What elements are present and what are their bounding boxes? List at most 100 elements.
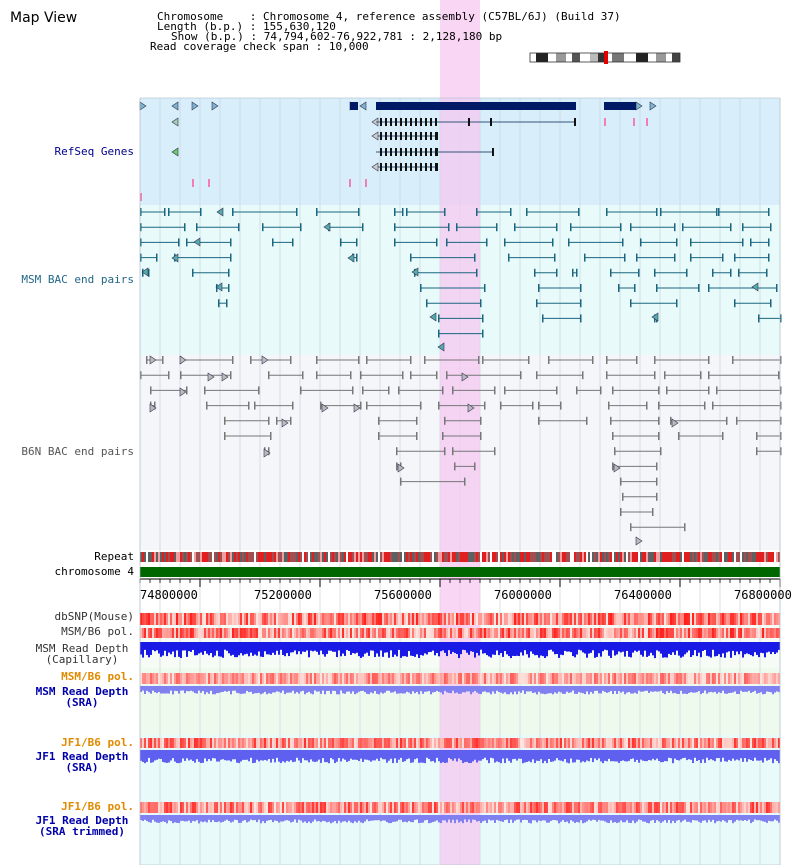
msm-b6-pol-cell — [392, 628, 394, 638]
jf1-b6-pol-cell — [188, 738, 190, 748]
track-label-refseq[interactable]: RefSeq Genes — [54, 145, 134, 158]
jf1-depth-trim-bar — [692, 815, 694, 820]
jf1-b6-pol-trim-cell — [358, 802, 360, 813]
jf1-b6-pol-cell — [258, 738, 260, 748]
jf1-depth-trim-bar — [562, 815, 564, 821]
msm-depth-capillary-bar — [504, 642, 506, 652]
msm-b6-pol-cell — [238, 628, 240, 638]
msm-depth-sra-bar — [716, 686, 718, 694]
b6n-bac-pair-end — [684, 523, 686, 532]
jf1-b6-pol-cell — [408, 738, 410, 748]
track-label-jf1-depth-sra[interactable]: JF1 Read Depth (SRA) — [24, 751, 140, 773]
msm-depth-sra-bar — [438, 686, 440, 692]
jf1-depth-trim-bar — [662, 815, 664, 822]
msm-depth-capillary-bar — [436, 642, 438, 654]
gene-exon — [425, 148, 427, 156]
track-label-jf1-depth-trim[interactable]: JF1 Read Depth (SRA trimmed) — [24, 815, 140, 837]
b6n-bac-pair-end — [484, 401, 486, 410]
gene-strand-arrow — [261, 355, 269, 365]
track-label-msm-bac[interactable]: MSM BAC end pairs — [21, 273, 134, 286]
track-label-jf1-b6-pol-trim[interactable]: JF1/B6 pol. — [61, 800, 134, 813]
msm-depth-capillary-bar — [474, 642, 476, 658]
jf1-depth-trim-bar — [384, 815, 386, 821]
b6n-bac-pair-end — [452, 447, 454, 456]
msm-bac-pair-end — [420, 284, 422, 292]
msm-depth-sra-bar — [470, 686, 472, 695]
repeat-element — [536, 552, 538, 562]
dbsnp-density-cell — [346, 613, 348, 625]
track-label-msm-b6-pol[interactable]: MSM/B6 pol. — [61, 625, 134, 638]
msm-depth-capillary-bar — [604, 642, 606, 650]
jf1-depth-sra-bar — [702, 750, 704, 760]
msm-b6-pol-sra-cell — [226, 673, 228, 684]
jf1-depth-sra-bar — [352, 750, 354, 760]
jf1-depth-sra-bar — [750, 750, 752, 761]
jf1-b6-pol-cell — [726, 738, 728, 748]
msm-b6-pol-cell — [630, 628, 632, 638]
jf1-b6-pol-cell — [374, 738, 376, 748]
dbsnp-density-cell — [498, 613, 500, 625]
jf1-b6-pol-trim-cell — [266, 802, 268, 813]
jf1-b6-pol-cell — [406, 738, 408, 748]
msm-b6-pol-cell — [756, 628, 758, 638]
jf1-depth-trim-bar — [778, 815, 780, 823]
dbsnp-density-cell — [504, 613, 506, 625]
jf1-b6-pol-trim-cell — [696, 802, 698, 813]
track-label-msm-depth-cap[interactable]: MSM Read Depth (Capillary) — [24, 643, 140, 665]
msm-depth-capillary-bar — [350, 642, 352, 655]
repeat-element — [544, 552, 546, 562]
jf1-b6-pol-cell — [356, 738, 358, 748]
track-label-b6n-bac[interactable]: B6N BAC end pairs — [21, 445, 134, 458]
msm-b6-pol-sra-cell — [630, 673, 632, 684]
jf1-b6-pol-cell — [146, 738, 148, 748]
msm-b6-pol-sra-cell — [670, 673, 672, 684]
dbsnp-density-cell — [218, 613, 220, 625]
jf1-depth-sra-bar — [516, 750, 518, 761]
repeat-element — [534, 552, 536, 562]
msm-b6-pol-sra-cell — [148, 673, 150, 684]
msm-b6-pol-cell — [738, 628, 740, 638]
jf1-depth-sra-bar — [434, 750, 436, 763]
msm-depth-capillary-bar — [624, 642, 626, 657]
jf1-depth-sra-bar — [176, 750, 178, 764]
gene-block — [376, 102, 576, 110]
repeat-element — [298, 552, 300, 562]
msm-b6-pol-sra-cell — [322, 673, 324, 684]
msm-depth-capillary-bar — [364, 642, 366, 654]
jf1-b6-pol-trim-cell — [692, 802, 694, 813]
jf1-b6-pol-cell — [342, 738, 344, 748]
dbsnp-density-cell — [722, 613, 724, 625]
repeat-element — [604, 552, 606, 562]
msm-b6-pol-sra-cell — [350, 673, 352, 684]
msm-b6-pol-sra-cell — [600, 673, 602, 684]
jf1-depth-sra-bar — [760, 750, 762, 761]
jf1-depth-sra-bar — [300, 750, 302, 763]
track-label-repeat[interactable]: Repeat — [94, 550, 134, 563]
track-label-jf1-b6-pol[interactable]: JF1/B6 pol. — [61, 736, 134, 749]
repeat-element — [242, 552, 244, 562]
msm-b6-pol-sra-cell — [254, 673, 256, 684]
track-label-dbsnp[interactable]: dbSNP(Mouse) — [54, 610, 134, 623]
msm-depth-capillary-bar — [172, 642, 174, 652]
jf1-b6-pol-cell — [746, 738, 748, 748]
dbsnp-density-cell — [676, 613, 678, 625]
msm-depth-capillary-bar — [752, 642, 754, 657]
msm-bac-pair-end — [272, 238, 274, 247]
jf1-depth-trim-bar — [538, 815, 540, 821]
dbsnp-density-cell — [250, 613, 252, 625]
msm-b6-pol-cell — [202, 628, 204, 638]
dbsnp-density-cell — [642, 613, 644, 625]
msm-b6-pol-cell — [762, 628, 764, 638]
jf1-depth-sra-bar — [632, 750, 634, 759]
msm-b6-pol-cell — [332, 628, 334, 638]
msm-bac-pair-end — [556, 223, 558, 232]
msm-b6-pol-sra-cell — [278, 673, 280, 684]
track-label-msm-b6-pol-sra[interactable]: MSM/B6 pol. — [61, 670, 134, 683]
msm-depth-capillary-bar — [640, 642, 642, 655]
jf1-b6-pol-cell — [336, 738, 338, 748]
track-label-msm-depth-sra[interactable]: MSM Read Depth (SRA) — [24, 686, 140, 708]
jf1-depth-sra-bar — [564, 750, 566, 760]
jf1-b6-pol-trim-cell — [340, 802, 342, 813]
msm-depth-sra-bar — [516, 686, 518, 695]
